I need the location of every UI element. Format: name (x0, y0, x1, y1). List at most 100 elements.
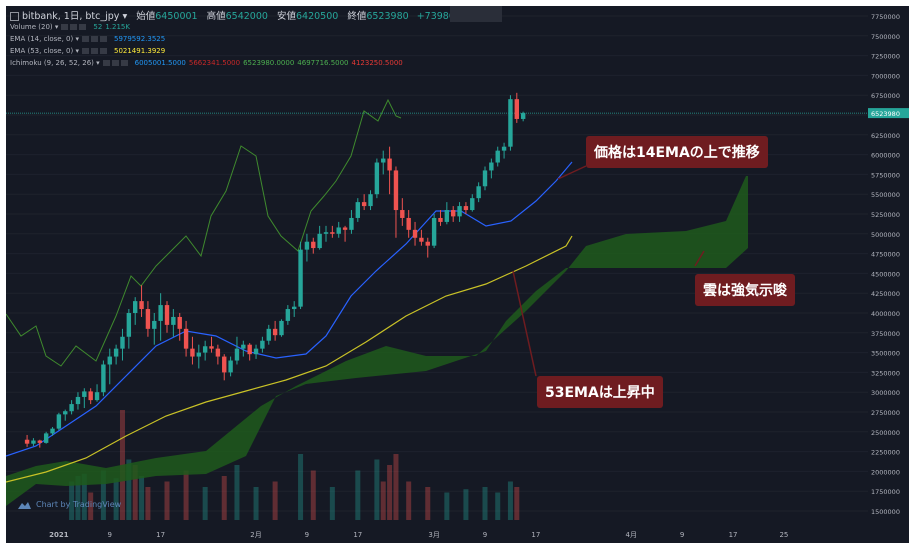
volume-bar (272, 481, 278, 520)
volume-bar (406, 481, 412, 520)
candle-body (63, 411, 68, 415)
chevron-down-icon[interactable]: ▾ (119, 11, 128, 22)
candle-body (190, 348, 195, 357)
candle-body (126, 313, 132, 337)
time-axis[interactable]: 2021 9 17 2月 9 17 3月 9 17 4月 9 17 25 (6, 525, 909, 543)
price-tick-label: 7500000 (871, 33, 900, 41)
legend-ichimoku-buttons[interactable] (102, 60, 129, 66)
current-price-tag-label: 6523980 (871, 110, 900, 118)
annotation-price-above-ema14: 価格は14EMAの上で推移 (586, 136, 768, 168)
low-value: 6420500 (295, 11, 339, 22)
candle-body (387, 158, 392, 171)
candle-body (457, 206, 462, 217)
candle-body (444, 210, 450, 222)
time-tick-label: 17 (353, 531, 362, 539)
time-tick-label: 17 (729, 531, 738, 539)
price-tick-label: 6750000 (871, 92, 900, 100)
volume-bar (221, 476, 227, 520)
candle-body (520, 113, 526, 119)
candle-body (470, 198, 475, 211)
tooltip-fragment (450, 6, 502, 22)
candle-body (298, 249, 303, 307)
candle-body (82, 391, 87, 397)
legend-ema14-buttons[interactable] (81, 36, 108, 42)
candle-body (183, 328, 189, 349)
chart-pane[interactable]: bitbank, 1日, btc_jpy ▾ 始値6450001 高値65420… (6, 6, 868, 525)
candle-body (94, 392, 100, 401)
ema53-line (6, 235, 573, 483)
legend-ichimoku[interactable]: Ichimoku (9, 26, 52, 26) ▾ 6005001.5000 56… (10, 59, 403, 67)
legend-volume-buttons[interactable] (61, 24, 88, 30)
candle-body (330, 232, 335, 234)
time-tick-label: 9 (108, 531, 112, 539)
candle-body (266, 328, 271, 341)
candle-body (438, 217, 443, 222)
volume-bar (355, 470, 361, 520)
time-tick-label: 17 (156, 531, 165, 539)
volume-bar (514, 487, 520, 520)
price-tick-label: 5000000 (871, 231, 900, 239)
candle-body (247, 344, 252, 355)
time-tick-label: 3月 (428, 531, 439, 539)
volume-bar (495, 492, 501, 520)
volume-bar (100, 470, 106, 520)
legend-ema53-name: EMA (53, close, 0) (10, 47, 74, 55)
volume-bar (126, 459, 132, 520)
annotation-pointer (557, 165, 587, 180)
candle-body (120, 336, 125, 349)
candle-body (406, 217, 411, 230)
price-axis-labels: 7750000750000072500007000000675000065000… (868, 13, 909, 516)
candle-body (241, 344, 246, 349)
candle-body (139, 301, 144, 310)
candle-body (425, 241, 430, 246)
legend-volume[interactable]: Volume (20) ▾ 52 1.215K (10, 23, 130, 31)
time-tick-label: 25 (779, 531, 788, 539)
candle-body (349, 217, 354, 230)
volume-bar (310, 470, 316, 520)
candle-body (113, 348, 119, 357)
time-tick-label: 9 (483, 531, 487, 539)
volume-bar (81, 473, 87, 520)
price-axis[interactable]: 7750000750000072500007000000675000065000… (868, 6, 909, 525)
candle-body (196, 352, 201, 357)
price-tick-label: 2500000 (871, 429, 900, 437)
candle-body (228, 360, 233, 373)
candle-body (171, 316, 176, 325)
price-tick-label: 4250000 (871, 290, 900, 298)
candle-body (279, 320, 284, 336)
candle-body (24, 439, 30, 444)
header-collapse-icon[interactable] (10, 12, 19, 21)
legend-ema53[interactable]: EMA (53, close, 0) ▾ 5021491.3929 (10, 47, 166, 55)
symbol-title[interactable]: bitbank, 1日, btc_jpy (22, 11, 120, 22)
volume-bar (507, 481, 513, 520)
volume-bar (139, 476, 145, 520)
price-tick-label: 5750000 (871, 171, 900, 179)
volume-bar (374, 459, 380, 520)
volume-bar (75, 476, 81, 520)
price-tick-label: 3000000 (871, 389, 900, 397)
candle-body (177, 316, 182, 329)
annotation-ema53-rising: 53EMAは上昇中 (537, 376, 663, 408)
candle-body (272, 328, 278, 336)
ichimoku-lagging-span (6, 98, 402, 367)
volume-bar (298, 454, 304, 520)
volume-bar (69, 481, 75, 520)
candle-body (355, 202, 360, 218)
candle-body (311, 241, 316, 249)
volume-bar (463, 489, 469, 520)
grid-lines (6, 15, 868, 512)
price-plot (6, 15, 868, 520)
tradingview-watermark[interactable]: Chart by TradingView (18, 500, 121, 509)
candle-body (495, 150, 500, 163)
price-tick-label: 7250000 (871, 53, 900, 61)
candle-body (209, 346, 214, 349)
candle-body (158, 305, 163, 321)
time-tick-label: 9 (680, 531, 684, 539)
legend-ema53-buttons[interactable] (81, 48, 108, 54)
candle-body (412, 229, 418, 238)
candle-body (368, 194, 373, 207)
legend-ema14-value: 5979592.3525 (113, 35, 166, 43)
candle-body (164, 305, 170, 325)
legend-ema14[interactable]: EMA (14, close, 0) ▾ 5979592.3525 (10, 35, 166, 43)
